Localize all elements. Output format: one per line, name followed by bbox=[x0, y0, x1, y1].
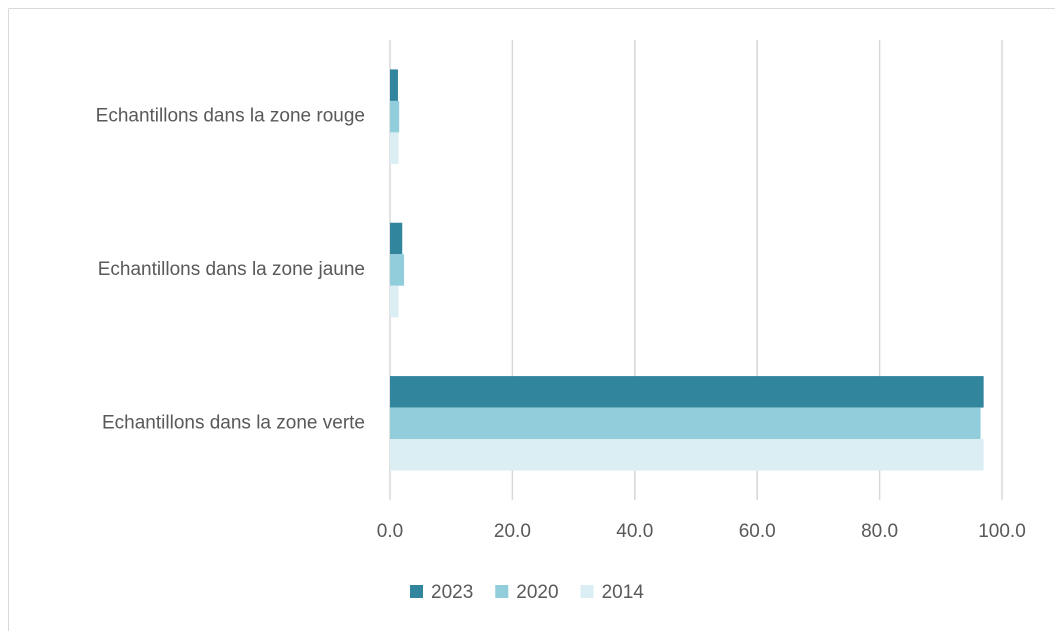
legend-label: 2023 bbox=[431, 582, 473, 603]
legend-swatch bbox=[495, 585, 509, 598]
x-tick-label: 0.0 bbox=[377, 521, 403, 542]
bar bbox=[390, 222, 403, 255]
x-tick-label: 40.0 bbox=[616, 521, 653, 542]
legend-swatch bbox=[410, 585, 423, 598]
bar bbox=[390, 285, 399, 318]
x-tick-label: 60.0 bbox=[739, 521, 776, 542]
bar bbox=[390, 69, 398, 101]
x-tick-label: 20.0 bbox=[494, 521, 531, 542]
x-tick-label: 80.0 bbox=[861, 521, 898, 542]
legend-label: 2020 bbox=[516, 582, 558, 603]
legend-swatch bbox=[580, 585, 594, 598]
bar bbox=[390, 376, 984, 408]
y-tick-label: Echantillons dans la zone rouge bbox=[96, 106, 365, 127]
bar bbox=[390, 254, 405, 286]
y-tick-label: Echantillons dans la zone jaune bbox=[98, 259, 365, 280]
bar bbox=[390, 100, 400, 133]
y-tick-label: Echantillons dans la zone verte bbox=[102, 412, 365, 433]
bar bbox=[390, 439, 984, 471]
x-tick-label: 100.0 bbox=[978, 521, 1026, 542]
legend-label: 2014 bbox=[602, 582, 645, 603]
bar bbox=[390, 132, 399, 164]
bar bbox=[390, 407, 981, 440]
